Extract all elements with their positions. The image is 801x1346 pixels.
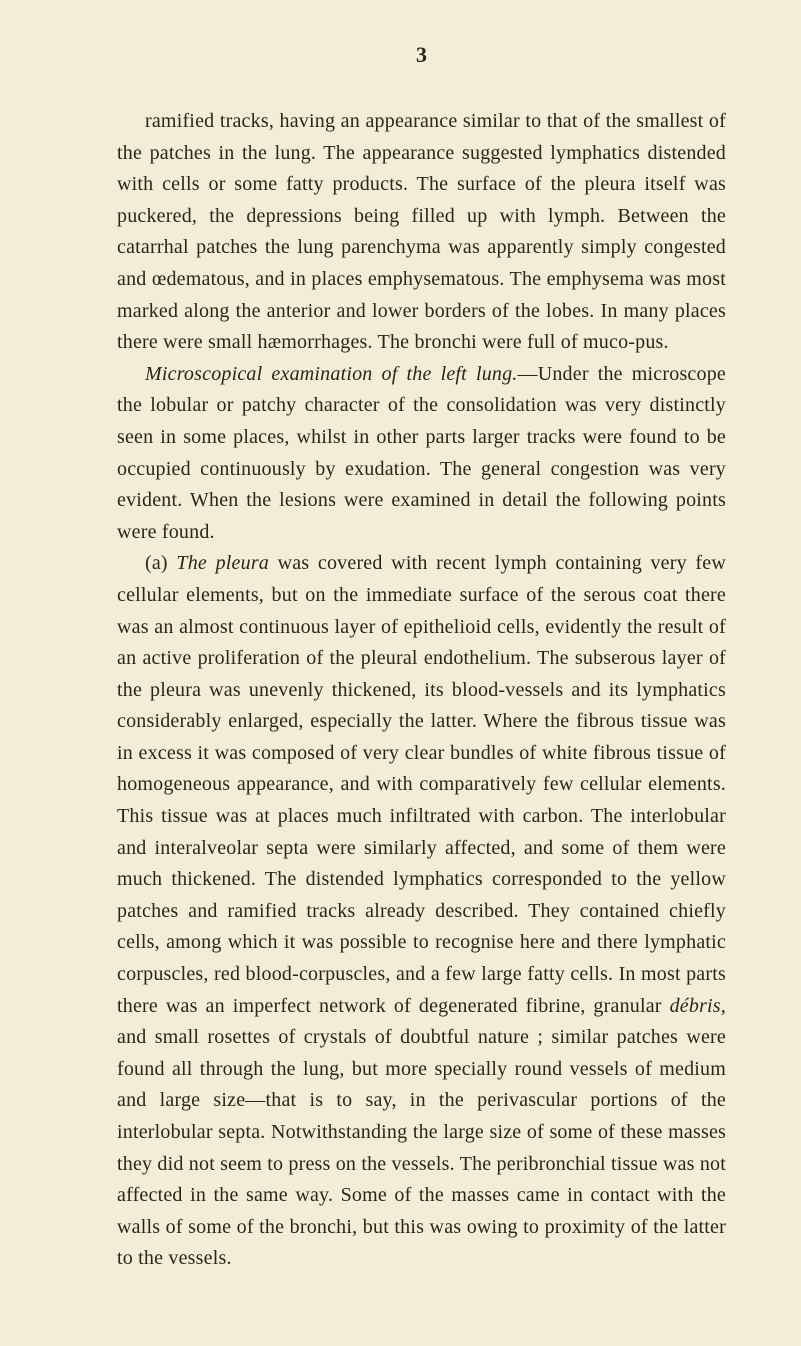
- paragraph-3: (a) The pleura was covered with recent l…: [117, 548, 726, 1275]
- italic-debris: débris,: [670, 995, 726, 1017]
- italic-pleura: The pleura: [176, 552, 269, 574]
- document-page: 3 ramified tracks, having an appearance …: [0, 0, 801, 1346]
- paragraph-1: ramified tracks, having an appearance si…: [117, 106, 726, 359]
- paragraph-2: Microscopical examination of the left lu…: [117, 359, 726, 549]
- italic-heading-microscopical: Microscopical examination of the left lu…: [145, 363, 518, 385]
- body-text: ramified tracks, having an appearance si…: [117, 106, 726, 1275]
- item-label-a: (a): [145, 552, 176, 574]
- page-number: 3: [117, 42, 726, 68]
- paragraph-3-body-1: was covered with recent lymph containing…: [117, 552, 726, 1016]
- paragraph-3-body-2: and small rosettes of crystals of doubtf…: [117, 1026, 726, 1269]
- paragraph-2-body: —Under the microscope the lobular or pat…: [117, 363, 726, 543]
